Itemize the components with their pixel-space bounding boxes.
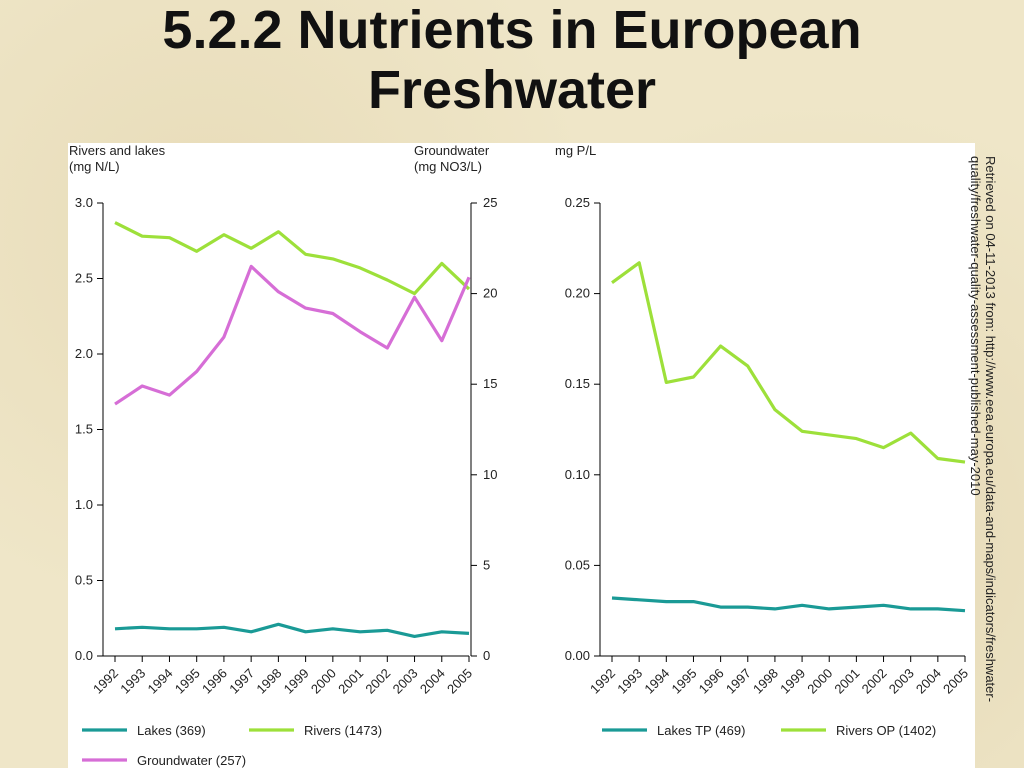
source-note: Retrieved on 04-11-2013 from: http://www… <box>968 156 998 703</box>
chart1-left-tick-label-0: 0.00 <box>565 648 590 663</box>
chart1-left-axis-label-0: mg P/L <box>555 143 596 158</box>
chart0-right-tick-label-2: 10 <box>483 467 497 482</box>
chart1-x-tick-label-2: 1994 <box>641 666 672 697</box>
chart0-right-tick-label-1: 5 <box>483 557 490 572</box>
chart0-x-tick-label-13: 2005 <box>444 666 475 697</box>
chart0-left-tick-label-2: 1.0 <box>75 497 93 512</box>
chart1-left-tick-label-4: 0.20 <box>565 286 590 301</box>
chart0-left-tick-label-1: 0.5 <box>75 573 93 588</box>
slide-title: 5.2.2 Nutrients in European Freshwater <box>0 0 1024 120</box>
chart0-series-line-0 <box>114 622 470 638</box>
slide-title-line1: 5.2.2 Nutrients in European <box>162 0 862 60</box>
chart0-series-line-2 <box>114 264 471 406</box>
chart0-right-tick-label-4: 20 <box>483 286 497 301</box>
chart0-x-tick-label-0: 1992 <box>90 666 121 697</box>
chart0-x-tick-label-11: 2003 <box>390 666 421 697</box>
chart0-x-tick-label-7: 1999 <box>281 666 312 697</box>
chart1-x-tick-label-3: 1995 <box>669 666 700 697</box>
chart1-x-tick-label-8: 2000 <box>804 666 835 697</box>
chart1-x-tick-label-0: 1992 <box>587 666 618 697</box>
chart1-series-line-0 <box>611 596 966 613</box>
chart0-left-tick-label-5: 2.5 <box>75 271 93 286</box>
chart0-x-tick-label-9: 2001 <box>335 666 366 697</box>
chart0-legend-label-0: Lakes (369) <box>137 723 206 738</box>
chart0-x-tick-label-4: 1996 <box>199 666 230 697</box>
chart0-x-tick-label-6: 1998 <box>253 666 284 697</box>
chart1-left-tick-label-5: 0.25 <box>565 195 590 210</box>
chart1-left-tick-label-1: 0.05 <box>565 557 590 572</box>
chart-panel: Rivers and lakes (mg N/L) Groundwater (mg N… <box>68 143 975 768</box>
chart0-right-axis-label-1: (mg NO3/L) <box>414 159 482 174</box>
chart0-left-tick-label-4: 2.0 <box>75 346 93 361</box>
chart0-x-tick-label-8: 2000 <box>308 666 339 697</box>
chart1-x-tick-label-4: 1996 <box>696 666 727 697</box>
chart0-series-line-1 <box>114 221 471 296</box>
chart0-left-axis-label-0: Rivers and lakes <box>69 143 166 158</box>
chart0-left-axis-label-1: (mg N/L) <box>69 159 120 174</box>
charts-svg: Rivers and lakes(mg N/L) Groundwater(mg N… <box>69 143 971 768</box>
chart0-x-tick-label-12: 2004 <box>417 666 448 697</box>
chart1-x-tick-label-6: 1998 <box>750 666 781 697</box>
chart1-left-tick-label-2: 0.10 <box>565 467 590 482</box>
chart0-right-tick-label-0: 0 <box>483 648 490 663</box>
chart0-x-tick-label-3: 1995 <box>172 666 203 697</box>
chart0-right-axis-label-0: Groundwater <box>414 143 490 158</box>
chart1-legend-label-1: Rivers OP (1402) <box>836 723 936 738</box>
chart0-x-tick-label-1: 1993 <box>117 666 148 697</box>
chart0-x-tick-label-2: 1994 <box>145 666 176 697</box>
chart1-x-tick-label-13: 2005 <box>940 666 971 697</box>
chart0-right-tick-label-5: 25 <box>483 195 497 210</box>
chart1-left-tick-label-3: 0.15 <box>565 376 590 391</box>
chart1-x-tick-label-11: 2003 <box>886 666 917 697</box>
chart0-legend-label-1: Rivers (1473) <box>304 723 382 738</box>
chart0-left-tick-label-3: 1.5 <box>75 422 93 437</box>
chart0-x-tick-label-5: 1997 <box>226 666 257 697</box>
chart1-x-tick-label-9: 2001 <box>831 666 862 697</box>
chart0-right-tick-label-3: 15 <box>483 376 497 391</box>
chart0-left-tick-label-6: 3.0 <box>75 195 93 210</box>
chart1-x-tick-label-1: 1993 <box>614 666 645 697</box>
slide-title-line2: Freshwater <box>367 60 657 120</box>
chart1-x-tick-label-7: 1999 <box>777 666 808 697</box>
chart1-legend-label-0: Lakes TP (469) <box>657 723 745 738</box>
chart1-x-tick-label-5: 1997 <box>723 666 754 697</box>
chart1-x-tick-label-10: 2002 <box>859 666 890 697</box>
chart0-legend-label-2: Groundwater (257) <box>137 753 246 768</box>
chart1-series-line-1 <box>611 261 966 464</box>
chart0-x-tick-label-10: 2002 <box>362 666 393 697</box>
chart1-x-tick-label-12: 2004 <box>913 666 944 697</box>
chart0-left-tick-label-0: 0.0 <box>75 648 93 663</box>
